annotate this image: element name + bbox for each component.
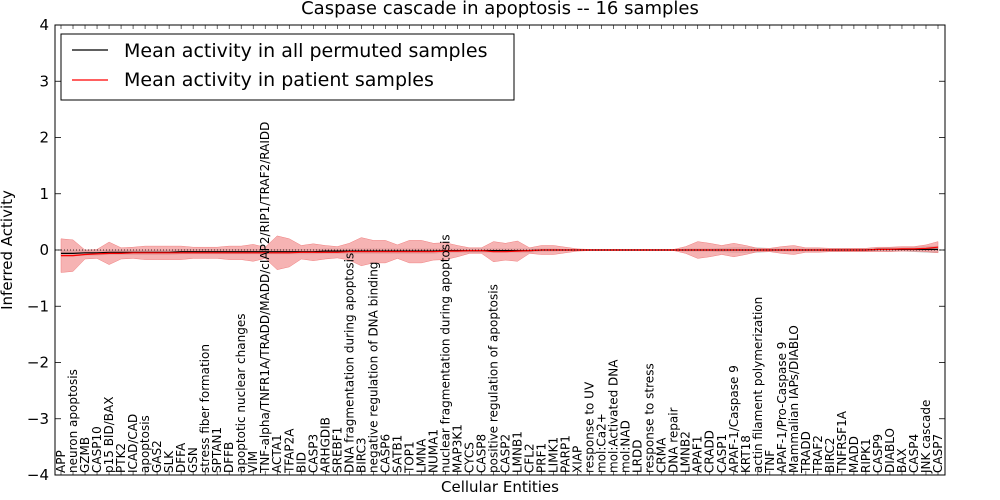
entity-label: CRMA [655,437,669,473]
entity-label: ACTA1 [270,434,284,473]
legend: Mean activity in all permuted samples Me… [60,33,515,101]
entity-label: CASP3 [306,434,320,473]
x-axis-title: Cellular Entities [441,478,559,496]
line-patient [61,246,939,257]
entity-label: DFFB [222,442,236,473]
entity-label: SPTAN1 [210,427,224,473]
entity-label: MAP3K1 [451,424,465,473]
entity-label: PARP1 [559,435,573,473]
entity-label: CASP10 [90,426,104,473]
legend-label-patient: Mean activity in patient samples [124,69,434,91]
entity-label: LMNA [414,438,428,473]
entity-label: DFFA [174,442,188,473]
entity-label: DNA fragmentation during apoptosis [342,253,356,473]
entity-label: BID [294,452,308,473]
y-tick-label: 3 [39,72,49,90]
entity-label: APAF1 [691,436,705,473]
y-tick-label: −1 [27,297,49,315]
y-axis-title: Inferred Activity [0,190,16,310]
y-tick-label: 4 [39,16,49,34]
entity-label: p15 BID/BAX [102,397,116,473]
entity-label: GZMB [78,437,92,473]
entity-label: DIABLO [883,428,897,473]
entity-label: LMNB1 [511,431,525,473]
entity-label: SREBF1 [330,427,344,473]
entity-label: nuclear fragmentation during apoptosis [438,234,452,473]
entity-label: negative regulation of DNA binding [366,262,380,473]
entity-label: positive regulation of apoptosis [487,284,501,473]
entity-label: CRADD [703,430,717,473]
entity-label: APP [54,450,68,473]
entity-label: TRADD [799,431,813,474]
entity-label: PTK2 [114,443,128,473]
entity-label: ICAD/CAD [126,414,140,473]
entity-label: JNK cascade [919,400,933,474]
entity-label: CASP8 [475,434,489,473]
legend-label-permuted: Mean activity in all permuted samples [124,40,487,62]
entity-label: CASP1 [715,434,729,473]
entity-label: mol:Activated DNA [607,359,621,473]
entity-label: SLK [162,450,176,473]
y-tick-label: −4 [27,466,49,484]
entity-label: APAF-1/Caspase 9 [727,365,741,473]
entity-label: response to stress [643,363,657,473]
entity-label: GAS2 [150,440,164,473]
entity-label: apoptosis [138,415,152,473]
entity-label: LMNB2 [679,431,693,473]
entity-label: XIAP [571,446,585,473]
band-patient [60,235,939,273]
entity-label: stress fiber formation [198,344,212,473]
x-axis-ticks [60,25,939,475]
entity-label: CASP4 [907,434,921,473]
series-lines [61,246,939,257]
entity-label: VIM [246,451,260,473]
entity-label: LRDD [631,439,645,473]
entity-label: SATB1 [390,435,404,473]
entity-label: response to UV [583,381,597,473]
entity-label: TFAP2A [282,428,296,474]
entity-label: apoptotic nuclear changes [234,314,248,473]
y-tick-label: −2 [27,354,49,372]
entity-label: actin filament polymerization [751,297,765,473]
entity-label: Mammalian IAPs/DIABLO [787,325,801,473]
entity-label: DNA repair [667,407,681,473]
chart-title: Caspase cascade in apoptosis -- 16 sampl… [301,0,699,19]
plot-frame [54,24,946,476]
entity-label: CASP9 [871,434,885,473]
entity-label: BIRC3 [354,437,368,473]
entity-label: RIPK1 [859,438,873,473]
entity-label: NUMA1 [426,429,440,473]
legend-box [60,33,515,101]
entity-label: mol:NAD [619,420,633,473]
y-tick-label: −3 [27,410,49,428]
entity-label: CFL2 [523,443,537,473]
entity-label: GSN [186,447,200,473]
entity-label: TNF-alpha/TNFR1A/TRADD/MADD/cIAP2/RIP1/T… [258,122,272,474]
entity-label: CASP6 [378,434,392,473]
entity-label: CYCS [463,442,477,473]
y-tick-label: 0 [39,241,49,259]
entity-label: TRAF2 [811,435,825,474]
entity-label: TNFRSF1A [835,410,849,474]
entity-label: neuron apoptosis [66,369,80,473]
entity-label: mol:Ca2+ [595,413,609,473]
entity-label: BIRC2 [823,437,837,473]
confidence-bands [60,235,939,273]
entity-label: CASP2 [499,434,513,473]
entity-label: PRF1 [535,443,549,473]
y-tick-label: 2 [39,129,49,147]
entity-label: BAX [895,448,909,473]
entity-label: KRT18 [739,435,753,473]
entity-label: LIMK1 [547,437,561,473]
entity-label: CASP7 [931,434,945,473]
y-tick-label: 1 [39,185,49,203]
entity-label: APAF-1/Pro-Caspase 9 [775,342,789,473]
entity-label: MADD [847,436,861,473]
entity-label: ARHGDIB [318,417,332,473]
y-axis-ticks: −4 −3 −2 −1 0 1 2 3 4 [27,16,945,484]
entity-label: TNF [763,450,777,474]
entity-label: TOP1 [402,441,416,474]
